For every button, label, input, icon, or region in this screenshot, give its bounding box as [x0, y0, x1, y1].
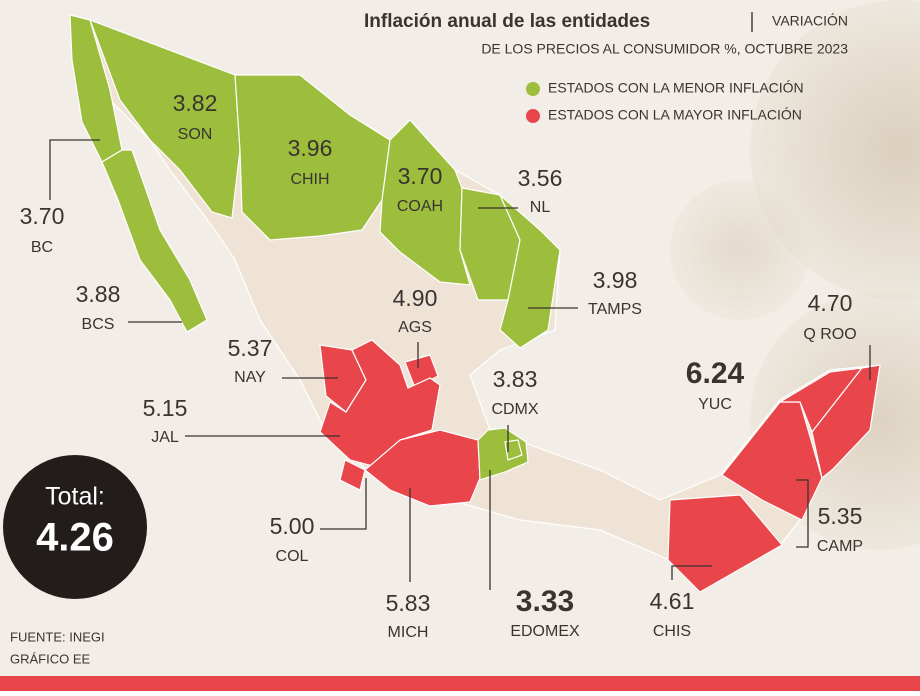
- legend-label: ESTADOS CON LA MENOR INFLACIÓN: [548, 80, 804, 96]
- state-name: Q ROO: [803, 326, 856, 343]
- state-value: 3.70: [398, 163, 443, 189]
- state-name: CHIS: [653, 623, 691, 640]
- state-value: 4.90: [393, 285, 438, 311]
- title: Inflación anual de las entidades: [364, 11, 650, 32]
- state-name: JAL: [151, 429, 179, 446]
- state-name: TAMPS: [588, 301, 642, 318]
- footer-bar: [0, 676, 920, 691]
- coin-decoration: [670, 180, 810, 320]
- state-value: 5.00: [270, 513, 315, 539]
- state-value: 3.70: [20, 203, 65, 229]
- total-value: 4.26: [36, 516, 114, 560]
- state-name: COL: [276, 548, 309, 565]
- state-value: 5.15: [143, 395, 188, 421]
- credit: GRÁFICO EE: [10, 651, 91, 666]
- state-name: MICH: [388, 624, 429, 641]
- state-value: 3.88: [76, 281, 121, 307]
- state-value: 5.83: [386, 590, 431, 616]
- state-value: 5.37: [228, 335, 273, 361]
- state-name: NAY: [234, 369, 266, 386]
- state-value: 3.98: [593, 267, 638, 293]
- state-name: CAMP: [817, 538, 863, 555]
- state-value: 5.35: [818, 503, 863, 529]
- state-value: 3.83: [493, 366, 538, 392]
- state-value: 4.61: [650, 588, 695, 614]
- state-name: COAH: [397, 198, 443, 215]
- state-name: BC: [31, 239, 53, 256]
- state-name: EDOMEX: [510, 623, 580, 640]
- state-value: 4.70: [808, 290, 853, 316]
- state-name: YUC: [698, 396, 732, 413]
- legend-swatch: [526, 82, 540, 96]
- legend-swatch: [526, 109, 540, 123]
- state-name: BCS: [82, 316, 115, 333]
- state-value: 3.33: [516, 585, 574, 618]
- state-value: 3.56: [518, 165, 563, 191]
- subtitle: DE LOS PRECIOS AL CONSUMIDOR %, OCTUBRE …: [481, 41, 848, 57]
- source: FUENTE: INEGI: [10, 629, 105, 644]
- legend-label: ESTADOS CON LA MAYOR INFLACIÓN: [548, 107, 802, 123]
- state-name: NL: [530, 199, 551, 216]
- state-value: 6.24: [686, 357, 745, 390]
- state-name: AGS: [398, 319, 432, 336]
- state-value: 3.82: [173, 90, 218, 116]
- state-name: CDMX: [491, 401, 538, 418]
- map-graphic: Inflación anual de las entidades VARIACI…: [0, 0, 920, 691]
- state-name: CHIH: [290, 171, 329, 188]
- subtitle: VARIACIÓN: [772, 13, 848, 29]
- state-value: 3.96: [288, 135, 333, 161]
- state-name: SON: [178, 126, 213, 143]
- total-label: Total:: [45, 483, 105, 511]
